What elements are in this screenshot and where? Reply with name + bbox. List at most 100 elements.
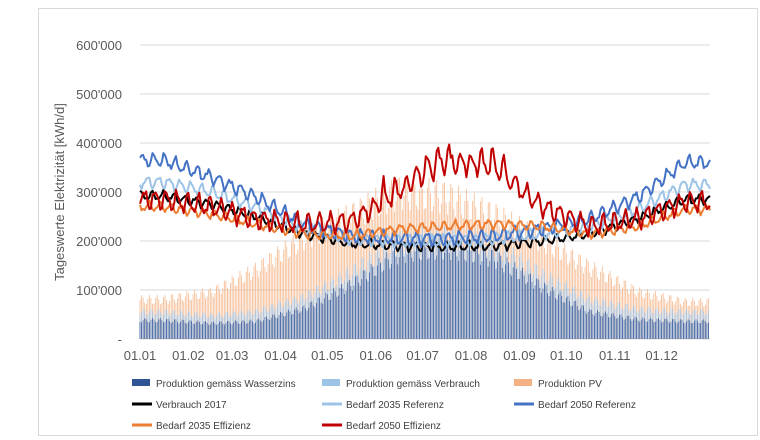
bar [586,258,588,339]
bar [400,244,402,339]
bar [347,282,349,339]
bar [701,320,703,339]
bar [139,321,141,339]
bar [370,263,372,339]
bar [300,229,302,339]
bar [253,323,255,339]
bar [253,266,255,339]
series-lines [139,143,711,254]
bar [317,297,319,339]
bar [233,277,235,339]
bar [328,223,330,339]
bar [620,314,622,339]
bar [390,263,392,339]
bar [453,240,455,339]
bar [230,282,232,339]
bar [687,319,689,339]
x-axis-ticks: 01.01 01.02 01.03 01.04 01.05 01.06 01.07 01.08… [124,348,678,363]
bar [600,315,602,339]
bar [286,312,288,339]
bar [697,320,698,339]
bar [266,316,267,339]
bar [356,275,358,339]
bar [322,217,324,339]
bar [247,323,249,339]
bar [314,307,316,339]
bar [286,246,288,339]
bar [153,319,155,339]
bar [645,321,647,339]
bar [366,279,367,339]
legend-swatch [322,379,340,386]
y-tick-label: 400'000 [76,136,122,151]
bar [529,273,531,339]
bar [284,316,286,339]
bar [266,272,267,339]
bar [209,287,211,339]
bar [181,319,183,339]
x-tick-label: 01.07 [406,348,439,363]
bar [344,293,346,339]
bar [175,319,177,339]
bar [264,317,266,339]
bar [306,227,308,339]
bar [484,247,486,339]
bar [444,252,445,339]
bar [690,322,692,339]
bar [225,280,227,339]
bar [590,310,592,339]
legend-label: Verbrauch 2017 [156,400,227,411]
bar [252,276,253,339]
bar [144,318,146,339]
bar [325,292,327,339]
bar [587,311,589,339]
y-tick-label: 100'000 [76,283,122,298]
bar [227,320,228,339]
bar [618,314,620,339]
bar [665,318,667,339]
bar [542,288,544,339]
bar [397,264,399,339]
bar [434,259,436,339]
bar [654,321,656,339]
bar [319,243,321,339]
y-axis-ticks: - 100'000 200'000 300'000 400'000 500'000 600'… [76,38,122,347]
bar [350,286,352,339]
bar [448,252,450,339]
bar [451,251,453,339]
bar [303,305,305,339]
bar [267,264,269,339]
legend-label: Produktion gemäss Wasserzins [156,379,296,390]
bar [544,282,545,339]
y-tick-label: 300'000 [76,185,122,200]
bar [305,242,306,339]
x-tick-label: 01.12 [645,348,678,363]
bar [456,256,458,339]
y-tick-label: 200'000 [76,234,122,249]
bar [316,223,317,339]
bar [333,288,335,339]
bar [548,296,550,339]
bar [289,256,291,339]
bar [152,318,153,339]
bar [609,317,611,339]
bar [145,319,147,339]
bar [169,321,171,339]
bar [247,266,249,339]
bar [245,271,247,339]
bar [569,301,570,339]
bar [311,301,313,339]
bar [559,291,561,339]
x-tick-label: 01.09 [503,348,536,363]
bar [295,254,297,339]
bar [267,318,269,339]
bar [167,318,169,339]
bar [667,320,669,339]
series-line [139,152,711,249]
bar [314,222,316,339]
legend-swatch [514,379,532,386]
bar [269,320,271,339]
bar [501,267,503,339]
bar [376,265,378,339]
bar [305,308,306,339]
